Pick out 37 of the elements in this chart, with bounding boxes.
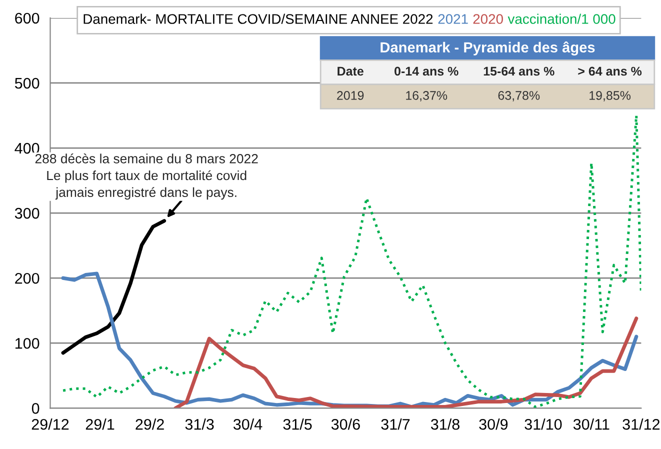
- annotation: Date: [338, 66, 364, 76]
- text: vaccination/1 000: [508, 14, 616, 24]
- x-tick-label: 31/12: [622, 418, 660, 430]
- annotation: 19,85%: [590, 91, 631, 102]
- text: 2021: [438, 14, 468, 24]
- annotation: > 64 ans %: [578, 66, 642, 76]
- line-series: [61, 219, 166, 355]
- y-tick-label: 100: [15, 338, 40, 349]
- text: 2020: [473, 14, 503, 24]
- x-tick-label: 31/8: [430, 418, 460, 430]
- y-tick-label: 500: [14, 78, 40, 89]
- annotation: Danemark - Pyramide des âges: [380, 42, 595, 56]
- x-tick-label: 30/6: [331, 418, 360, 430]
- annotation: 0-14 ans %: [394, 66, 458, 76]
- annotation: 15-64 ans %: [484, 66, 554, 76]
- x-tick-label: 30/9: [479, 418, 508, 430]
- line-series: [174, 316, 638, 408]
- x-tick-label: 31/10: [524, 418, 562, 430]
- y-tick-label: 0: [32, 403, 40, 414]
- y-tick-label: 200: [15, 272, 40, 284]
- x-tick-label: 31/5: [283, 418, 312, 430]
- x-tick-label: 31/3: [185, 418, 214, 430]
- annotation: 288 décès la semaine du 8 mars 2022 Le plus fort taux de mortalité covid jamais enregistré dans le pays.: [35, 154, 258, 200]
- x-tick-label: 29/1: [86, 418, 114, 430]
- x-tick-label: 30/11: [573, 418, 610, 430]
- y-tick-label: 400: [14, 142, 40, 154]
- y-tick-label: 300: [14, 208, 40, 219]
- annotation: 16,37%: [406, 91, 448, 102]
- chart-title: Danemark- MORTALITE COVID/SEMAINE ANNEE: [84, 14, 398, 24]
- y-tick-label: 600: [15, 12, 40, 24]
- annotation: 63,78%: [498, 91, 540, 102]
- x-tick-label: 31/7: [381, 418, 410, 430]
- text: 2022: [403, 14, 433, 24]
- annotation: 2019: [337, 91, 364, 100]
- x-tick-label: 30/4: [233, 418, 262, 430]
- x-tick-label: 29/12: [32, 418, 69, 430]
- x-tick-label: 29/2: [136, 418, 164, 430]
